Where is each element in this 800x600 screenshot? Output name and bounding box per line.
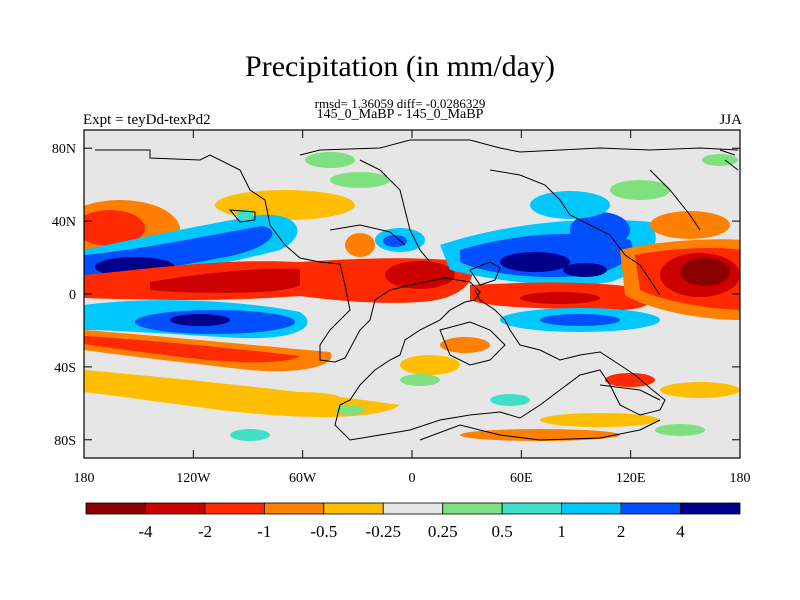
colorbar-label: -1 — [257, 522, 271, 541]
plot-title: Precipitation (in mm/day) — [245, 50, 555, 83]
x-tick-label: 120W — [176, 471, 211, 486]
colorbar-label: 0.5 — [492, 522, 513, 541]
colorbar-label: 4 — [676, 522, 685, 541]
x-tick-label: 60W — [289, 471, 317, 486]
colorbar-swatch — [442, 502, 503, 515]
x-tick-label: 60E — [510, 471, 533, 486]
colorbar-label: -4 — [138, 522, 153, 541]
colorbar-swatch — [263, 502, 325, 515]
x-tick-label: 120E — [616, 471, 646, 486]
colorbar-label: -0.25 — [366, 522, 401, 541]
colorbar-label: 0.25 — [428, 522, 458, 541]
colorbar: -4 -2 -1 -0.5 -0.25 0.25 0.5 1 2 4 — [85, 502, 741, 541]
colorbar-swatch — [85, 502, 146, 515]
y-tick-label: 80N — [52, 142, 76, 157]
cases-line: 145_0_MaBP - 145_0_MaBP — [316, 107, 484, 122]
coastlines — [95, 139, 739, 441]
colorbar-swatch — [620, 502, 681, 515]
y-tick-label: 80S — [54, 434, 76, 449]
colorbar-label: 2 — [617, 522, 626, 541]
experiment-label: Expt = teyDd-texPd2 — [83, 112, 211, 128]
colorbar-swatch — [561, 502, 622, 515]
colorbar-swatch — [323, 502, 384, 515]
y-tick-label: 0 — [69, 288, 76, 303]
colorbar-label: -2 — [198, 522, 212, 541]
colorbar-swatch — [501, 502, 563, 515]
x-tick-label: 0 — [409, 471, 416, 486]
colorbar-label: -0.5 — [310, 522, 337, 541]
stats-line: rmsd= 1.36059 diff= -0.0286329 — [314, 96, 486, 111]
colorbar-swatch — [204, 502, 265, 515]
colorbar-swatch — [382, 502, 444, 515]
x-axis: 180 120W 60W 0 60E 120E 180 — [74, 130, 751, 486]
season-label: JJA — [719, 112, 742, 128]
colorbar-swatch — [680, 502, 741, 515]
x-tick-label: 180 — [730, 471, 751, 486]
colorbar-swatch — [145, 502, 206, 515]
y-tick-label: 40S — [54, 361, 76, 376]
y-axis: 80N 40N 0 40S 80S — [52, 142, 740, 449]
colorbar-label: 1 — [557, 522, 566, 541]
contour-fill — [84, 130, 740, 458]
y-tick-label: 40N — [52, 215, 76, 230]
x-tick-label: 180 — [74, 471, 95, 486]
